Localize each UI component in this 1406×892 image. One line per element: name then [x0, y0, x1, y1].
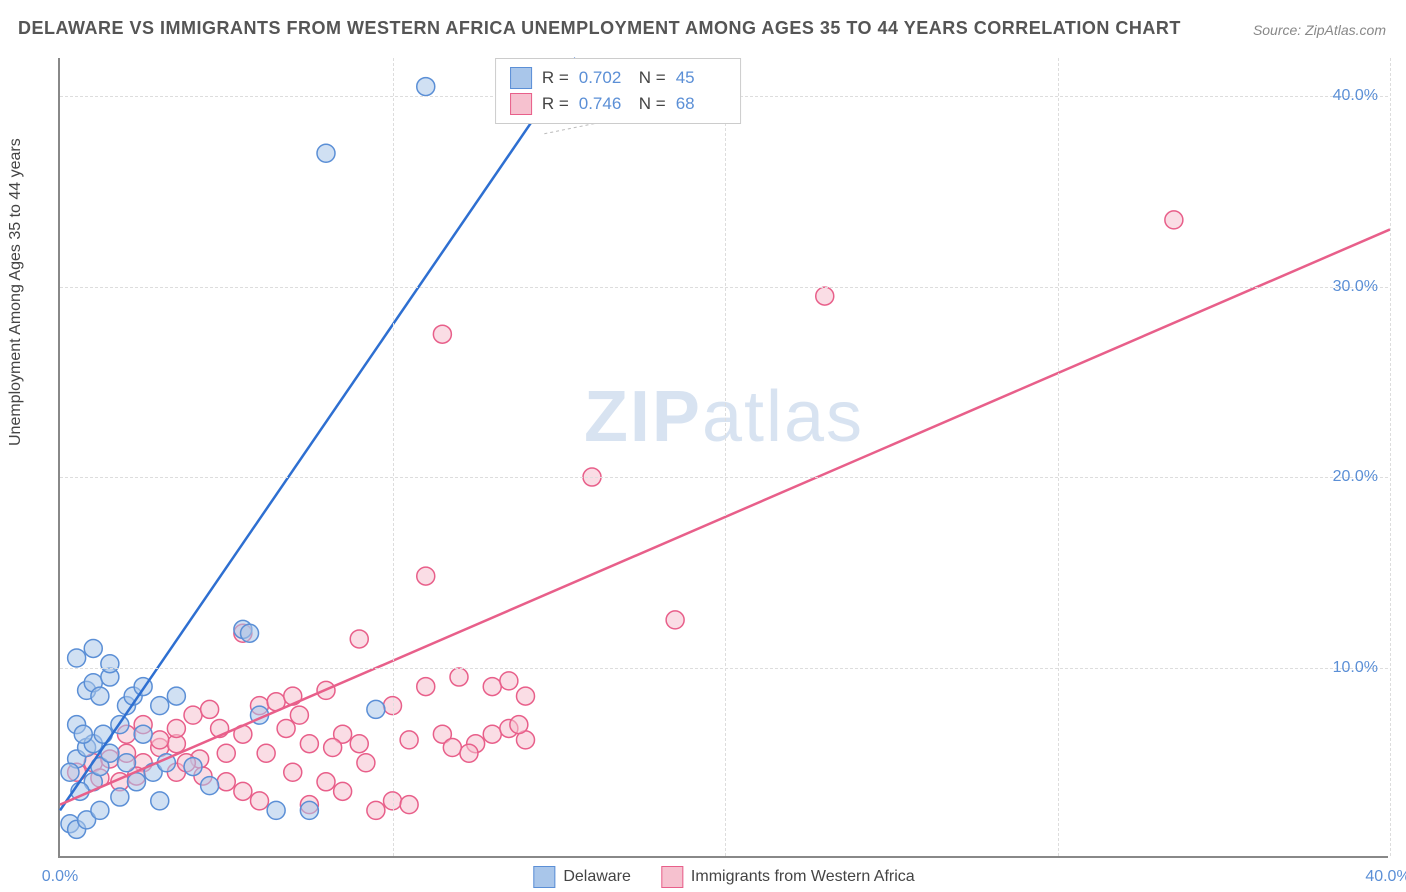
data-point: [510, 716, 528, 734]
data-point: [84, 639, 102, 657]
data-point: [400, 796, 418, 814]
data-point: [217, 744, 235, 762]
correlation-legend-row: R = 0.746 N = 68: [510, 91, 726, 117]
data-point: [151, 731, 169, 749]
data-point: [184, 706, 202, 724]
gridline-vertical: [725, 58, 726, 856]
data-point: [334, 782, 352, 800]
data-point: [101, 655, 119, 673]
data-point: [400, 731, 418, 749]
data-point: [500, 672, 518, 690]
data-point: [367, 700, 385, 718]
data-point: [450, 668, 468, 686]
data-point: [257, 744, 275, 762]
r-label: R =: [542, 94, 569, 114]
legend-label: Immigrants from Western Africa: [691, 868, 915, 886]
data-point: [483, 725, 501, 743]
legend-swatch: [661, 866, 683, 888]
x-tick-max: 40.0%: [1365, 868, 1406, 886]
data-point: [284, 763, 302, 781]
y-axis-label: Unemployment Among Ages 35 to 44 years: [7, 138, 25, 446]
legend-item: Immigrants from Western Africa: [661, 866, 915, 888]
data-point: [111, 788, 129, 806]
data-point: [267, 801, 285, 819]
data-point: [460, 744, 478, 762]
gridline-horizontal: [60, 668, 1388, 669]
series-legend: Delaware Immigrants from Western Africa: [533, 866, 914, 888]
r-label: R =: [542, 68, 569, 88]
data-point: [167, 687, 185, 705]
data-point: [317, 773, 335, 791]
legend-swatch: [510, 93, 532, 115]
data-point: [68, 649, 86, 667]
gridline-vertical: [1058, 58, 1059, 856]
n-label: N =: [639, 94, 666, 114]
data-point: [241, 624, 259, 642]
data-point: [277, 719, 295, 737]
data-point: [61, 763, 79, 781]
data-point: [433, 325, 451, 343]
data-point: [251, 792, 269, 810]
r-value: 0.746: [579, 94, 629, 114]
y-tick-label: 30.0%: [1333, 278, 1378, 296]
data-point: [417, 567, 435, 585]
data-point: [151, 697, 169, 715]
data-point: [1165, 211, 1183, 229]
data-point: [317, 144, 335, 162]
data-point: [217, 773, 235, 791]
data-point: [94, 725, 112, 743]
data-point: [666, 611, 684, 629]
data-point: [350, 735, 368, 753]
n-value: 45: [676, 68, 726, 88]
n-value: 68: [676, 94, 726, 114]
data-point: [290, 706, 308, 724]
data-point: [91, 801, 109, 819]
y-tick-label: 20.0%: [1333, 468, 1378, 486]
n-label: N =: [639, 68, 666, 88]
chart-container: DELAWARE VS IMMIGRANTS FROM WESTERN AFRI…: [0, 0, 1406, 892]
legend-swatch: [533, 866, 555, 888]
legend-item: Delaware: [533, 866, 631, 888]
data-point: [184, 758, 202, 776]
data-point: [357, 754, 375, 772]
r-value: 0.702: [579, 68, 629, 88]
gridline-horizontal: [60, 477, 1388, 478]
y-tick-label: 40.0%: [1333, 87, 1378, 105]
data-point: [367, 801, 385, 819]
legend-label: Delaware: [563, 868, 631, 886]
data-point: [234, 782, 252, 800]
data-point: [443, 739, 461, 757]
data-point: [417, 78, 435, 96]
legend-swatch: [510, 67, 532, 89]
data-point: [417, 678, 435, 696]
data-point: [91, 687, 109, 705]
data-point: [483, 678, 501, 696]
data-point: [134, 725, 152, 743]
x-tick-min: 0.0%: [42, 868, 78, 886]
data-point: [201, 777, 219, 795]
plot-area: ZIPatlas R =0.702N =45R =0.746N =68 Dela…: [58, 58, 1388, 858]
data-point: [350, 630, 368, 648]
data-point: [201, 700, 219, 718]
data-point: [300, 735, 318, 753]
gridline-vertical: [393, 58, 394, 856]
data-point: [167, 719, 185, 737]
data-point: [300, 801, 318, 819]
data-point: [118, 754, 136, 772]
correlation-legend-row: R = 0.702 N = 45: [510, 65, 726, 91]
plot-svg: [60, 58, 1388, 856]
data-point: [74, 725, 92, 743]
correlation-legend: R = 0.702 N = 45 R = 0.746 N = 68: [495, 58, 741, 124]
data-point: [151, 792, 169, 810]
y-tick-label: 10.0%: [1333, 659, 1378, 677]
gridline-horizontal: [60, 287, 1388, 288]
gridline-vertical: [1390, 58, 1391, 856]
regression-line: [60, 58, 575, 810]
data-point: [816, 287, 834, 305]
source-attribution: Source: ZipAtlas.com: [1253, 22, 1386, 38]
data-point: [517, 687, 535, 705]
chart-title: DELAWARE VS IMMIGRANTS FROM WESTERN AFRI…: [18, 18, 1181, 39]
data-point: [324, 739, 342, 757]
